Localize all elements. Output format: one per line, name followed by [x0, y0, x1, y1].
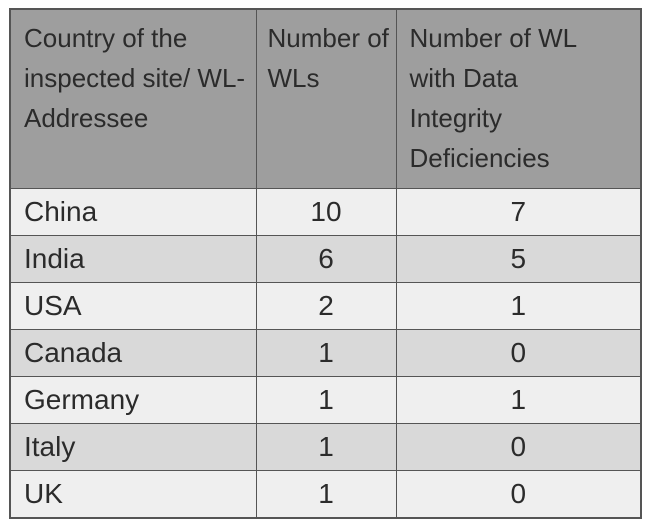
count-cell: 0 — [395, 470, 642, 519]
country-cell: India — [9, 235, 257, 283]
table-row: USA 2 1 — [9, 282, 642, 330]
table-head: Country of the inspected site/ WL-Addres… — [9, 8, 642, 189]
country-cell: China — [9, 188, 257, 236]
country-cell: Canada — [9, 329, 257, 377]
country-cell: Italy — [9, 423, 257, 471]
count-cell: 1 — [255, 376, 397, 424]
header-row: Country of the inspected site/ WL-Addres… — [9, 8, 642, 189]
header-cell: Number of WLs — [255, 8, 397, 189]
table-body: China 10 7 India 6 5 USA 2 1 Canada 1 0 Germany 1 1 Ita… — [9, 188, 642, 519]
count-cell: 7 — [395, 188, 642, 236]
count-cell: 0 — [395, 329, 642, 377]
count-cell: 5 — [395, 235, 642, 283]
table-row: Germany 1 1 — [9, 376, 642, 424]
table-row: India 6 5 — [9, 235, 642, 283]
country-cell: Germany — [9, 376, 257, 424]
header-cell: Number of WL with Data Integrity Deficie… — [395, 8, 642, 189]
header-cell: Country of the inspected site/ WL-Addres… — [9, 8, 257, 189]
count-cell: 1 — [395, 376, 642, 424]
country-cell: UK — [9, 470, 257, 519]
count-cell: 1 — [395, 282, 642, 330]
count-cell: 0 — [395, 423, 642, 471]
country-cell: USA — [9, 282, 257, 330]
count-cell: 10 — [255, 188, 397, 236]
table-row: UK 1 0 — [9, 470, 642, 519]
table-row: China 10 7 — [9, 188, 642, 236]
count-cell: 2 — [255, 282, 397, 330]
count-cell: 1 — [255, 329, 397, 377]
data-table: Country of the inspected site/ WL-Addres… — [9, 8, 642, 519]
count-cell: 1 — [255, 470, 397, 519]
table-row: Canada 1 0 — [9, 329, 642, 377]
table-row: Italy 1 0 — [9, 423, 642, 471]
count-cell: 1 — [255, 423, 397, 471]
count-cell: 6 — [255, 235, 397, 283]
